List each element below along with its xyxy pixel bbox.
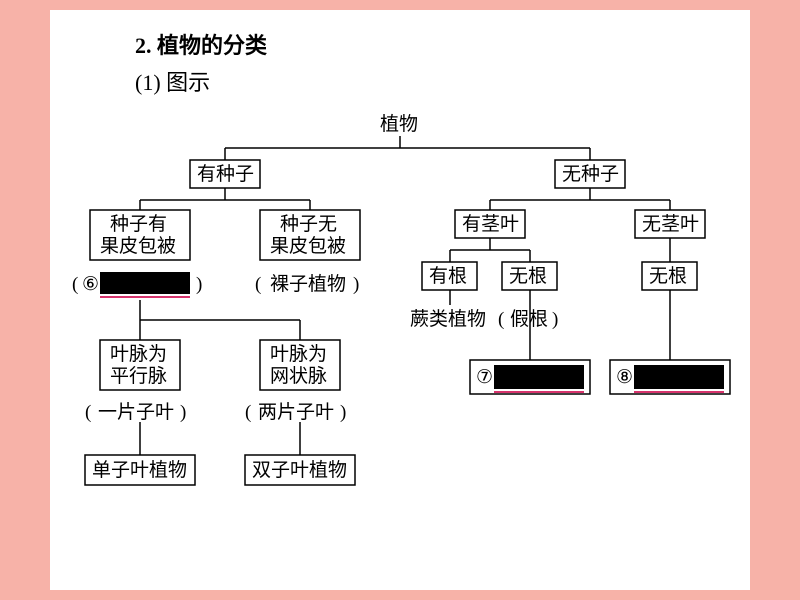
label-two-coty: 两片子叶 xyxy=(258,401,334,423)
blank-6-box xyxy=(100,272,190,294)
node-stemleaf-no: 无茎叶 xyxy=(642,213,699,235)
paren-close-gymno: ) xyxy=(353,274,359,295)
paren-open-1c: ( xyxy=(85,402,91,423)
blank-7-marker: ⑦ xyxy=(476,367,493,388)
paper-area: 2. 植物的分类 (1) 图示 植物 有种子 无种子 xyxy=(50,10,750,590)
node-seed-no: 无种子 xyxy=(562,163,619,185)
paren-close-2c: ) xyxy=(340,402,346,423)
label-gymnosperm: 裸子植物 xyxy=(270,273,346,295)
paren-open-gymno: ( xyxy=(255,274,261,295)
node-vein-parallel-l2: 平行脉 xyxy=(110,365,167,387)
paren-close-pseudo: ) xyxy=(552,309,558,330)
node-root-yes: 有根 xyxy=(429,265,467,287)
node-seed-yes: 有种子 xyxy=(197,163,254,185)
label-one-coty: 一片子叶 xyxy=(98,401,174,423)
blank-7-box xyxy=(494,365,584,389)
node-pericarp-no-l1: 种子无 xyxy=(280,213,337,235)
node-pericarp-no-l2: 果皮包被 xyxy=(270,235,346,257)
node-root-no: 无根 xyxy=(509,265,547,287)
diagram-svg: 植物 有种子 无种子 种子有 果皮包被 种子无 果皮包被 xyxy=(50,10,750,590)
node-vein-net-l1: 叶脉为 xyxy=(270,343,327,365)
node-vein-parallel-l1: 叶脉为 xyxy=(110,343,167,365)
node-vein-net-l2: 网状脉 xyxy=(270,365,327,387)
node-root: 植物 xyxy=(380,113,418,135)
label-pseudo-root: 假根 xyxy=(510,308,548,330)
node-pericarp-yes-l1: 种子有 xyxy=(110,213,167,235)
label-fern: 蕨类植物 xyxy=(410,308,486,330)
blank-8-box xyxy=(634,365,724,389)
paren-close-6: ) xyxy=(196,274,202,295)
paren-open-6: ( xyxy=(72,274,78,295)
paren-close-1c: ) xyxy=(180,402,186,423)
blank-6-marker: ⑥ xyxy=(82,274,99,295)
node-monocot: 单子叶植物 xyxy=(92,459,187,481)
page-root: 2. 植物的分类 (1) 图示 植物 有种子 无种子 xyxy=(0,0,800,600)
paren-open-2c: ( xyxy=(245,402,251,423)
node-pericarp-yes-l2: 果皮包被 xyxy=(100,235,176,257)
node-root-no2: 无根 xyxy=(649,265,687,287)
node-dicot: 双子叶植物 xyxy=(252,459,347,481)
paren-open-pseudo: ( xyxy=(498,309,504,330)
blank-8-marker: ⑧ xyxy=(616,367,633,388)
node-stemleaf-yes: 有茎叶 xyxy=(462,213,519,235)
